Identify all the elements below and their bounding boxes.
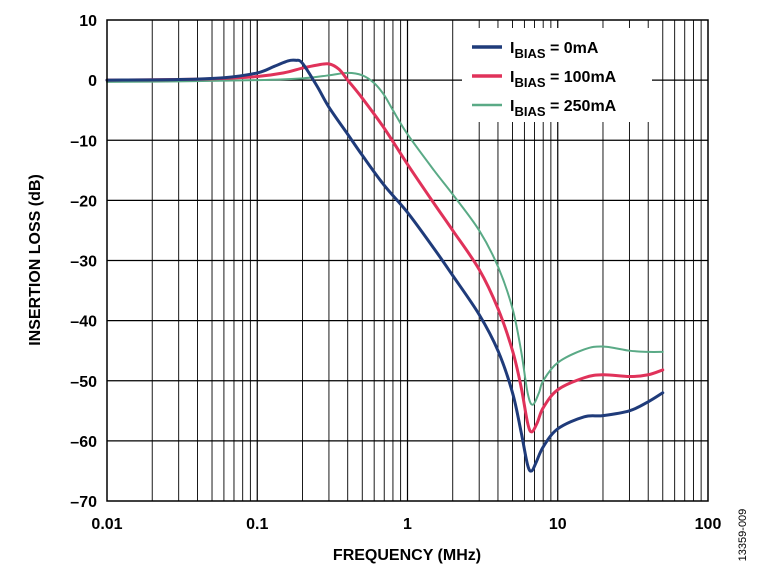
y-tick-label: –30	[70, 254, 97, 271]
x-tick-labels: 0.01 0.1 1 10 100	[91, 516, 721, 533]
y-tick-label: 0	[88, 73, 97, 90]
y-tick-label: –70	[70, 494, 97, 511]
y-tick-label: –40	[70, 314, 97, 331]
legend-label: IBIAS = 250mA	[510, 98, 617, 119]
series-line-2	[106, 71, 664, 406]
x-tick-label: 1	[403, 516, 412, 533]
plot-frame	[106, 19, 709, 502]
grid-lines	[107, 20, 708, 501]
legend-label: IBIAS = 0mA	[510, 40, 599, 61]
series-line-1	[105, 62, 665, 434]
x-tick-label: 100	[695, 516, 722, 533]
y-tick-labels: 10 0 –10 –20 –30 –40 –50 –60 –70	[70, 13, 97, 511]
y-axis-title: INSERTION LOSS (dB)	[27, 174, 44, 346]
y-tick-label: –20	[70, 193, 97, 210]
series-line-0	[105, 58, 665, 473]
y-tick-label: 10	[79, 13, 97, 30]
figure-code: 13359-009	[737, 509, 749, 562]
x-tick-label: 10	[549, 516, 567, 533]
x-axis-title: FREQUENCY (MHz)	[333, 547, 481, 564]
x-tick-label: 0.1	[246, 516, 268, 533]
data-series	[105, 58, 665, 473]
y-tick-label: –60	[70, 434, 97, 451]
y-tick-label: –50	[70, 374, 97, 391]
y-tick-label: –10	[70, 133, 97, 150]
x-tick-label: 0.01	[91, 516, 122, 533]
legend-label: IBIAS = 100mA	[510, 69, 617, 90]
legend: IBIAS = 0mA IBIAS = 100mA IBIAS = 250mA	[462, 28, 652, 122]
